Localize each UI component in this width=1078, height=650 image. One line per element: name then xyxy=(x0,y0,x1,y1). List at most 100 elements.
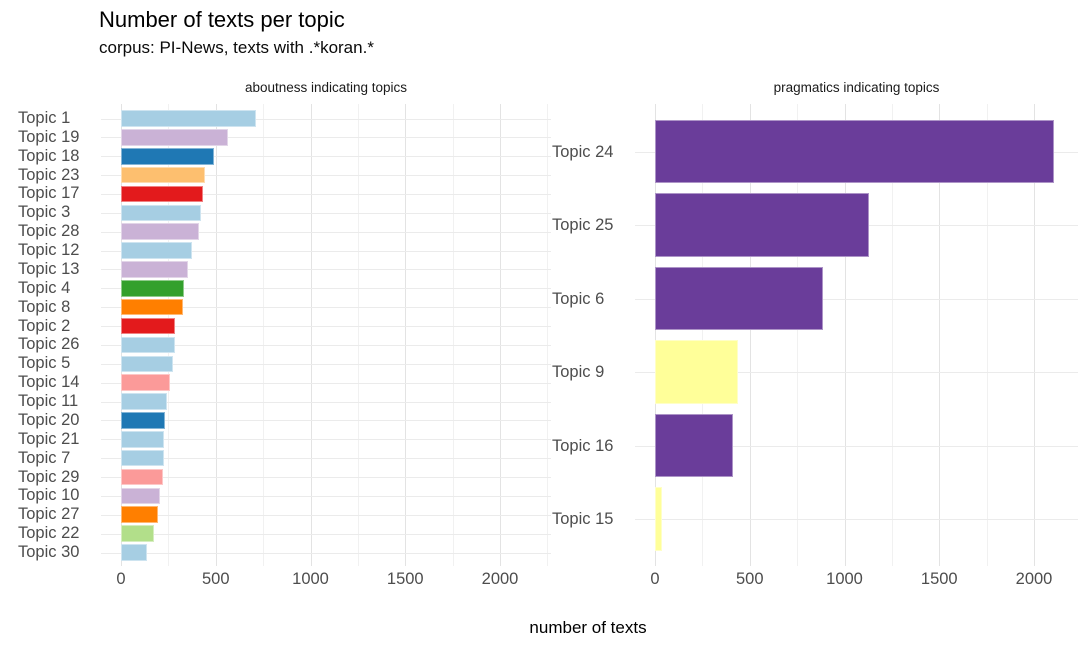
gridline-y-major xyxy=(101,212,551,214)
y-axis-label-topic-8: Topic 8 xyxy=(18,297,71,316)
gridline-x-minor xyxy=(168,104,170,566)
y-axis-label-topic-27: Topic 27 xyxy=(18,505,80,524)
gridline-y-major xyxy=(101,269,551,271)
bar-topic-5 xyxy=(121,355,173,373)
gridline-x-minor xyxy=(357,104,359,566)
x-tick-label-1000: 1000 xyxy=(826,570,863,588)
gridline-y-major xyxy=(101,307,551,309)
gridline-y-major xyxy=(101,288,551,290)
bar-topic-25 xyxy=(655,193,870,257)
y-axis-label-topic-3: Topic 3 xyxy=(18,203,71,222)
y-axis-label-topic-19: Topic 19 xyxy=(18,127,80,146)
panel-aboutness xyxy=(101,104,551,566)
bar-topic-2 xyxy=(121,317,176,335)
y-axis-label-topic-16: Topic 16 xyxy=(552,436,614,455)
gridline-x-minor xyxy=(452,104,454,566)
x-axis-title: number of texts xyxy=(529,618,647,637)
x-tick-label-500: 500 xyxy=(201,570,230,588)
y-axis-label-topic-26: Topic 26 xyxy=(18,335,80,354)
y-axis-label-topic-28: Topic 28 xyxy=(18,222,80,241)
y-axis-label-topic-25: Topic 25 xyxy=(552,216,614,234)
bar-topic-14 xyxy=(121,374,171,391)
y-axis-label-topic-29: Topic 29 xyxy=(18,467,80,486)
gridline-y-major xyxy=(101,382,551,384)
gridline-y-major xyxy=(101,344,551,346)
bar-topic-21 xyxy=(121,430,165,448)
bar-topic-12 xyxy=(121,242,193,259)
gridline-y-major xyxy=(101,401,551,403)
bar-topic-11 xyxy=(121,393,167,410)
gridline-y-major xyxy=(101,533,551,535)
gridline-x-minor xyxy=(702,104,704,566)
x-tick-label-2000: 2000 xyxy=(1015,570,1053,588)
bar-topic-6 xyxy=(655,266,824,331)
gridline-y-major xyxy=(635,445,1078,447)
gridline-y-major xyxy=(635,372,1078,373)
chart-title: Number of texts per topic xyxy=(99,7,345,32)
gridline-y-major xyxy=(101,495,551,497)
gridline-x-major xyxy=(310,104,312,566)
gridline-x-major xyxy=(1034,104,1035,566)
bar-topic-29 xyxy=(121,468,163,486)
gridline-y-major xyxy=(101,420,551,422)
bar-topic-28 xyxy=(121,223,200,240)
gridline-x-major xyxy=(655,104,656,566)
chart-subtitle: corpus: PI-News, texts with .*koran.* xyxy=(99,38,374,57)
gridline-y-major xyxy=(101,118,551,120)
y-axis-label-topic-23: Topic 23 xyxy=(18,165,80,184)
gridline-x-major xyxy=(500,104,501,566)
gridline-x-minor xyxy=(986,104,988,566)
y-axis-label-topic-20: Topic 20 xyxy=(18,410,80,429)
bar-topic-15 xyxy=(655,487,662,551)
gridline-x-major xyxy=(844,104,846,566)
y-axis-label-topic-4: Topic 4 xyxy=(18,278,71,297)
y-axis-label-topic-6: Topic 6 xyxy=(552,289,605,308)
bar-topic-16 xyxy=(655,413,733,478)
y-axis-label-topic-2: Topic 2 xyxy=(18,316,71,335)
bar-topic-27 xyxy=(121,506,159,524)
gridline-y-major xyxy=(101,156,551,158)
bar-topic-19 xyxy=(121,129,228,146)
y-axis-label-topic-1: Topic 1 xyxy=(18,109,71,127)
bar-topic-18 xyxy=(121,147,215,165)
gridline-y-major xyxy=(101,552,551,554)
y-axis-label-topic-13: Topic 13 xyxy=(18,259,80,278)
y-axis-label-topic-18: Topic 18 xyxy=(18,146,80,165)
bar-topic-26 xyxy=(121,336,175,354)
y-axis-label-topic-9: Topic 9 xyxy=(552,363,605,381)
x-tick-label-0: 0 xyxy=(116,570,126,588)
y-axis-label-topic-5: Topic 5 xyxy=(18,354,71,373)
bar-topic-13 xyxy=(121,261,188,278)
gridline-x-minor xyxy=(891,104,893,566)
facet-strip-pragmatics: pragmatics indicating topics xyxy=(773,80,940,95)
gridline-x-major xyxy=(939,104,941,566)
gridline-y-major xyxy=(101,363,551,365)
bar-topic-24 xyxy=(655,119,1054,184)
bar-topic-30 xyxy=(121,544,147,561)
gridline-x-major xyxy=(405,104,407,566)
bar-topic-22 xyxy=(121,525,154,542)
bar-topic-1 xyxy=(121,110,257,127)
y-axis-label-topic-30: Topic 30 xyxy=(18,543,80,561)
y-axis-label-topic-15: Topic 15 xyxy=(552,510,614,528)
y-axis-label-topic-12: Topic 12 xyxy=(18,241,80,260)
gridline-y-major xyxy=(101,231,551,233)
gridline-x-minor xyxy=(263,104,265,566)
bar-topic-9 xyxy=(655,340,738,404)
gridline-y-major xyxy=(101,193,551,195)
bar-topic-23 xyxy=(121,166,205,184)
y-axis-label-topic-22: Topic 22 xyxy=(18,524,80,543)
bar-topic-10 xyxy=(121,487,160,505)
bar-topic-20 xyxy=(121,412,165,429)
facet-strip-aboutness: aboutness indicating topics xyxy=(244,80,408,95)
x-tick-label-1500: 1500 xyxy=(386,570,424,588)
y-axis-label-topic-11: Topic 11 xyxy=(18,392,79,411)
gridline-y-major xyxy=(101,439,551,441)
y-axis-label-topic-24: Topic 24 xyxy=(552,142,614,161)
gridline-x-major xyxy=(749,104,751,566)
y-axis-label-topic-10: Topic 10 xyxy=(18,486,80,505)
bar-topic-17 xyxy=(121,185,203,203)
gridline-x-minor xyxy=(547,104,549,566)
x-tick-label-0: 0 xyxy=(650,570,660,588)
gridline-y-major xyxy=(101,175,551,177)
